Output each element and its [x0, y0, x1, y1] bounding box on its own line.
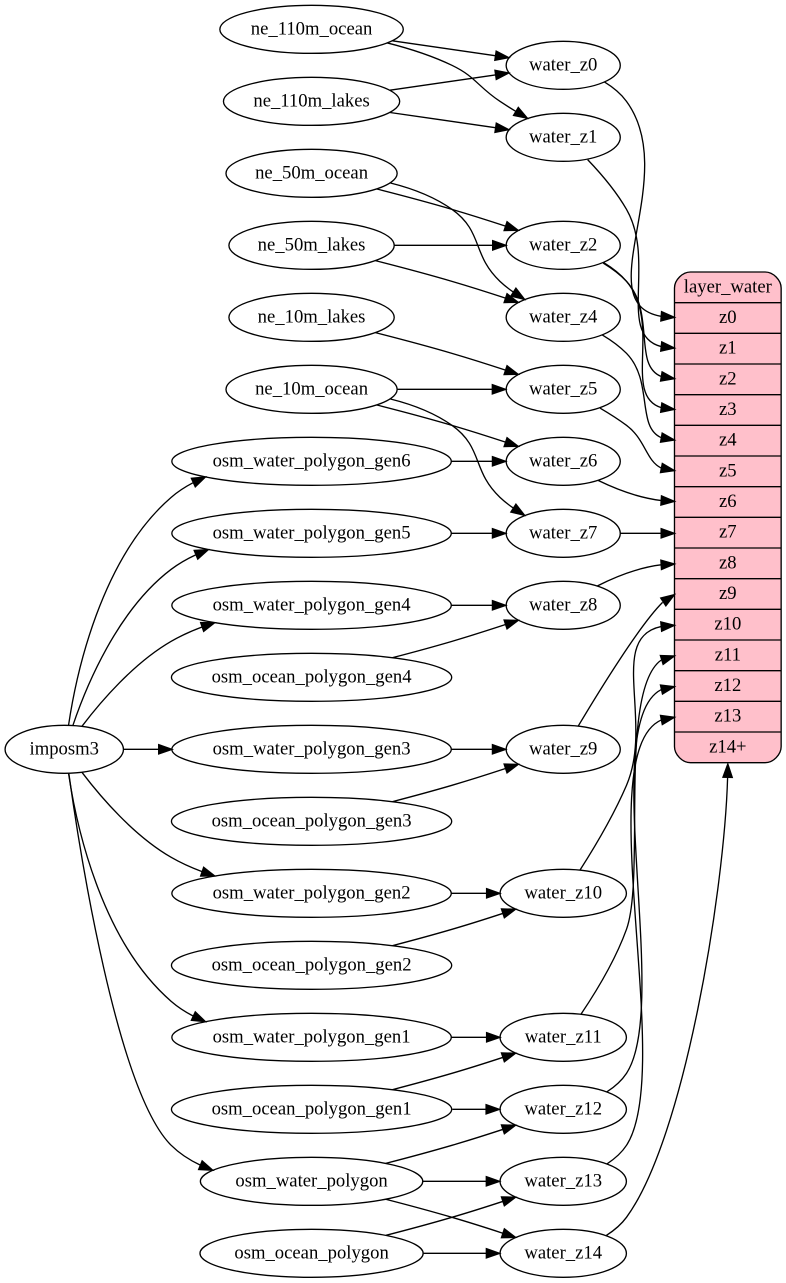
svg-text:ne_110m_lakes: ne_110m_lakes: [253, 90, 369, 111]
svg-text:osm_ocean_polygon_gen3: osm_ocean_polygon_gen3: [212, 810, 412, 831]
svg-text:z8: z8: [719, 552, 737, 573]
svg-text:water_z9: water_z9: [529, 738, 597, 759]
svg-text:osm_ocean_polygon_gen4: osm_ocean_polygon_gen4: [212, 666, 413, 687]
svg-text:z0: z0: [719, 307, 737, 328]
svg-text:water_z14: water_z14: [524, 1242, 602, 1263]
svg-text:ne_10m_ocean: ne_10m_ocean: [255, 378, 369, 399]
svg-text:osm_water_polygon: osm_water_polygon: [235, 1170, 388, 1191]
svg-text:water_z12: water_z12: [524, 1098, 602, 1119]
svg-text:z7: z7: [719, 522, 737, 543]
svg-text:ne_50m_ocean: ne_50m_ocean: [255, 162, 369, 183]
svg-text:osm_ocean_polygon_gen1: osm_ocean_polygon_gen1: [212, 1098, 412, 1119]
svg-text:water_z1: water_z1: [529, 126, 597, 147]
svg-text:water_z5: water_z5: [529, 378, 597, 399]
svg-text:osm_water_polygon_gen4: osm_water_polygon_gen4: [213, 594, 412, 615]
svg-text:osm_water_polygon_gen3: osm_water_polygon_gen3: [213, 738, 411, 759]
svg-text:ne_50m_lakes: ne_50m_lakes: [258, 234, 366, 255]
svg-text:z2: z2: [719, 368, 737, 389]
svg-text:water_z7: water_z7: [529, 522, 597, 543]
svg-text:osm_water_polygon_gen2: osm_water_polygon_gen2: [213, 882, 411, 903]
svg-text:z4: z4: [719, 430, 737, 451]
svg-text:z12: z12: [714, 675, 741, 696]
svg-text:z14+: z14+: [709, 736, 746, 757]
svg-text:z9: z9: [719, 583, 737, 604]
svg-text:water_z10: water_z10: [524, 882, 602, 903]
svg-text:z11: z11: [715, 644, 741, 665]
svg-text:layer_water: layer_water: [684, 276, 773, 297]
svg-text:water_z11: water_z11: [525, 1026, 602, 1047]
svg-text:osm_ocean_polygon: osm_ocean_polygon: [234, 1242, 389, 1263]
svg-text:osm_ocean_polygon_gen2: osm_ocean_polygon_gen2: [212, 954, 412, 975]
svg-text:ne_110m_ocean: ne_110m_ocean: [251, 18, 373, 39]
svg-text:z6: z6: [719, 491, 737, 512]
svg-text:water_z0: water_z0: [529, 54, 597, 75]
svg-text:osm_water_polygon_gen1: osm_water_polygon_gen1: [213, 1026, 411, 1047]
svg-text:z13: z13: [714, 706, 741, 727]
svg-text:ne_10m_lakes: ne_10m_lakes: [258, 306, 366, 327]
svg-text:imposm3: imposm3: [30, 738, 99, 759]
svg-text:water_z4: water_z4: [529, 306, 598, 327]
svg-text:water_z6: water_z6: [529, 450, 597, 471]
svg-text:osm_water_polygon_gen5: osm_water_polygon_gen5: [213, 522, 411, 543]
svg-text:water_z2: water_z2: [529, 234, 597, 255]
svg-text:z1: z1: [719, 338, 737, 359]
svg-text:water_z13: water_z13: [524, 1170, 602, 1191]
svg-text:z10: z10: [714, 614, 741, 635]
svg-text:z3: z3: [719, 399, 737, 420]
svg-text:water_z8: water_z8: [529, 594, 597, 615]
svg-text:z5: z5: [719, 460, 737, 481]
svg-text:osm_water_polygon_gen6: osm_water_polygon_gen6: [213, 450, 411, 471]
